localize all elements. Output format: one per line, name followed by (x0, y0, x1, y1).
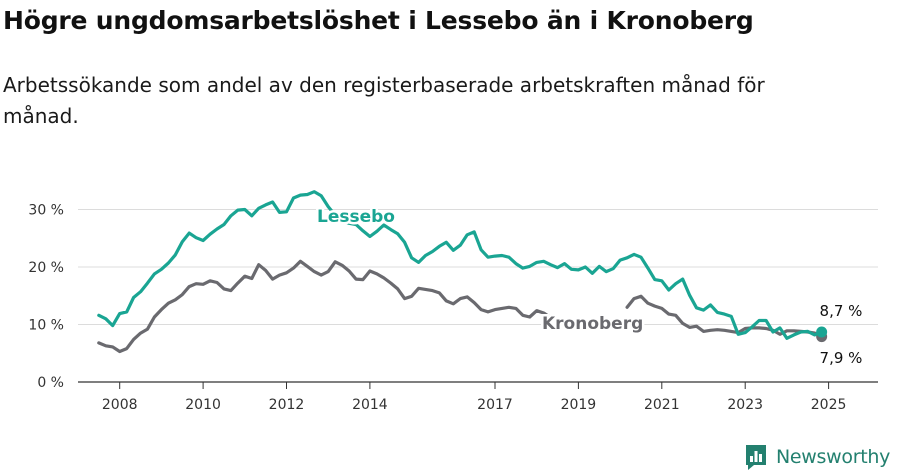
series-line-kronoberg (97, 259, 824, 354)
series-endpoint-lessebo (816, 326, 828, 338)
x-tick-label: 2025 (811, 397, 847, 413)
series-labels: Lessebo Kronoberg 8,7 % 7,9 % (315, 205, 865, 370)
newsworthy-logo: Newsworthy (744, 443, 890, 471)
end-label-lessebo: 8,7 % (820, 302, 863, 320)
y-tick-label: 0 % (37, 375, 64, 391)
x-tick-label: 2012 (269, 397, 305, 413)
gridlines (78, 209, 878, 325)
x-tick-label: 2008 (102, 397, 138, 413)
y-tick-label: 30 % (28, 203, 64, 219)
chart-title: Högre ungdomsarbetslöshet i Lessebo än i… (3, 6, 754, 35)
end-label-kronoberg: 7,9 % (820, 349, 863, 367)
y-tick-label: 20 % (28, 260, 64, 276)
y-tick-label: 10 % (28, 318, 64, 334)
newsworthy-logo-icon (746, 445, 766, 470)
x-tick-label: 2023 (727, 397, 763, 413)
newsworthy-logo-text: Newsworthy (776, 446, 891, 468)
x-tick-label: 2021 (644, 397, 680, 413)
x-tick-label: 2017 (477, 397, 513, 413)
series-label-kronoberg: Kronoberg (542, 314, 643, 334)
x-tick-label: 2010 (185, 397, 221, 413)
chart-subtitle: Arbetssökande som andel av den registerb… (3, 73, 765, 128)
series-line-lessebo (97, 190, 824, 340)
series-lines (97, 190, 828, 354)
x-axis: 2008 2010 2012 2014 2017 2019 2021 2023 2025 (78, 381, 878, 413)
x-tick-label: 2014 (352, 397, 388, 413)
y-axis-ticks: 0 % 10 % 20 % 30 % (28, 203, 64, 392)
x-tick-label: 2019 (561, 397, 597, 413)
series-label-lessebo: Lessebo (317, 207, 395, 227)
